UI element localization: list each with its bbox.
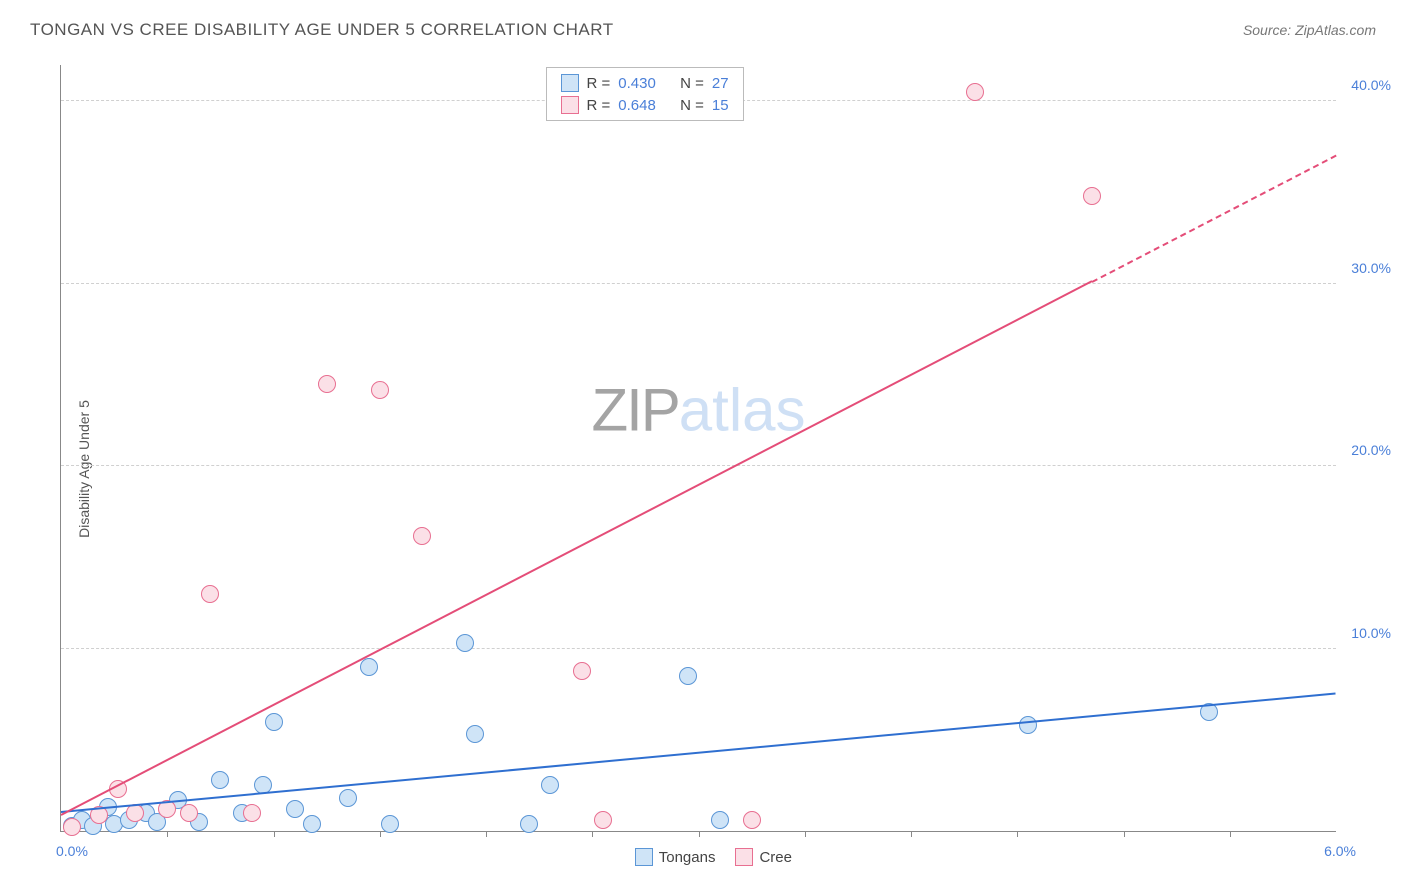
data-point: [541, 776, 559, 794]
chart-area: Disability Age Under 5 ZIPatlas 10.0%20.…: [10, 55, 1396, 882]
correlation-legend: R = 0.430 N = 27 R = 0.648 N = 15: [546, 67, 744, 121]
x-tick: [486, 831, 487, 837]
source-prefix: Source:: [1243, 22, 1295, 38]
data-point: [679, 667, 697, 685]
legend-row: R = 0.430 N = 27: [547, 72, 743, 94]
legend-n-label: N =: [680, 75, 704, 92]
data-point: [743, 811, 761, 829]
legend-row: R = 0.648 N = 15: [547, 94, 743, 116]
x-tick: [699, 831, 700, 837]
x-tick: [805, 831, 806, 837]
data-point: [456, 634, 474, 652]
series-legend-label: Tongans: [659, 849, 716, 866]
legend-n-label: N =: [680, 97, 704, 114]
legend-swatch: [561, 74, 579, 92]
legend-r-value: 0.648: [618, 97, 656, 114]
x-tick: [380, 831, 381, 837]
chart-title: TONGAN VS CREE DISABILITY AGE UNDER 5 CO…: [30, 20, 614, 40]
watermark-atlas: atlas: [679, 376, 806, 443]
series-legend-item: Tongans: [635, 848, 716, 866]
gridline-h: [61, 648, 1336, 649]
y-tick-label: 20.0%: [1351, 442, 1391, 458]
data-point: [573, 662, 591, 680]
chart-source: Source: ZipAtlas.com: [1243, 22, 1376, 38]
data-point: [211, 771, 229, 789]
x-tick: [911, 831, 912, 837]
source-link[interactable]: ZipAtlas.com: [1295, 22, 1376, 38]
x-origin-label: 0.0%: [56, 843, 88, 859]
data-point: [413, 527, 431, 545]
x-tick: [592, 831, 593, 837]
gridline-h: [61, 465, 1336, 466]
x-tick: [274, 831, 275, 837]
data-point: [243, 804, 261, 822]
data-point: [201, 585, 219, 603]
x-tick: [167, 831, 168, 837]
legend-swatch: [561, 96, 579, 114]
legend-r-label: R =: [587, 75, 611, 92]
x-tick: [1230, 831, 1231, 837]
data-point: [1019, 716, 1037, 734]
chart-header: TONGAN VS CREE DISABILITY AGE UNDER 5 CO…: [0, 0, 1406, 50]
y-tick-label: 10.0%: [1351, 625, 1391, 641]
trend-line: [61, 692, 1336, 813]
legend-n-value: 15: [712, 97, 729, 114]
legend-swatch: [735, 848, 753, 866]
data-point: [711, 811, 729, 829]
x-tick: [1124, 831, 1125, 837]
series-legend: Tongans Cree: [635, 848, 792, 866]
data-point: [520, 815, 538, 833]
data-point: [594, 811, 612, 829]
watermark-zip: ZIP: [591, 376, 678, 443]
y-tick-label: 40.0%: [1351, 77, 1391, 93]
plot-region: ZIPatlas 10.0%20.0%30.0%40.0%0.0%6.0%R =…: [60, 65, 1336, 832]
data-point: [63, 818, 81, 836]
data-point: [180, 804, 198, 822]
data-point: [466, 725, 484, 743]
data-point: [360, 658, 378, 676]
trend-line: [61, 281, 1093, 816]
legend-swatch: [635, 848, 653, 866]
legend-r-value: 0.430: [618, 75, 656, 92]
trend-line: [1091, 154, 1336, 282]
x-tick: [1017, 831, 1018, 837]
data-point: [1083, 187, 1101, 205]
y-tick-label: 30.0%: [1351, 260, 1391, 276]
data-point: [318, 375, 336, 393]
data-point: [265, 713, 283, 731]
x-max-label: 6.0%: [1324, 843, 1356, 859]
data-point: [381, 815, 399, 833]
gridline-h: [61, 283, 1336, 284]
legend-n-value: 27: [712, 75, 729, 92]
data-point: [286, 800, 304, 818]
data-point: [966, 83, 984, 101]
series-legend-label: Cree: [759, 849, 792, 866]
data-point: [303, 815, 321, 833]
watermark: ZIPatlas: [591, 375, 805, 444]
data-point: [371, 381, 389, 399]
data-point: [339, 789, 357, 807]
legend-r-label: R =: [587, 97, 611, 114]
series-legend-item: Cree: [735, 848, 792, 866]
